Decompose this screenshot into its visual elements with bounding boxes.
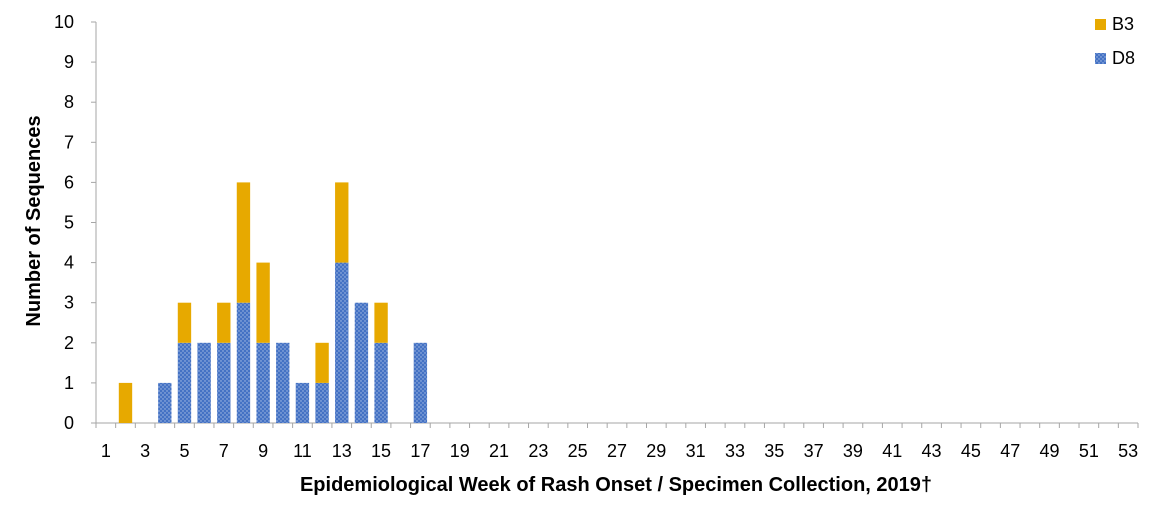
x-tick-label: 47: [1000, 441, 1020, 461]
x-tick-label: 43: [922, 441, 942, 461]
x-tick-label: 37: [804, 441, 824, 461]
bar-b3-week-5: [177, 302, 192, 343]
x-tick-label: 31: [686, 441, 706, 461]
x-axis-title: Epidemiological Week of Rash Onset / Spe…: [300, 474, 932, 496]
bar-d8-week-8: [236, 302, 251, 423]
bars: [118, 182, 428, 423]
y-tick-label: 9: [64, 52, 74, 72]
y-tick-label: 4: [64, 253, 74, 273]
bar-d8-week-15: [374, 342, 388, 423]
y-tick-label: 0: [64, 413, 74, 433]
x-tick-label: 33: [725, 441, 745, 461]
legend: B3 D8: [1095, 14, 1135, 68]
bar-b3-week-12: [315, 342, 329, 383]
x-tick-label: 49: [1040, 441, 1060, 461]
x-tick-label: 27: [607, 441, 627, 461]
y-tick-label: 10: [54, 12, 74, 32]
x-tick-label: 9: [258, 441, 268, 461]
x-tick-label: 25: [568, 441, 588, 461]
bar-d8-week-6: [197, 342, 211, 423]
x-tick-label: 39: [843, 441, 863, 461]
x-tick-label: 15: [371, 441, 391, 461]
x-tick-label: 45: [961, 441, 981, 461]
y-tick-label: 5: [64, 213, 74, 233]
x-tick-label: 23: [528, 441, 548, 461]
bar-d8-week-14: [354, 302, 369, 423]
bar-b3-week-8: [236, 182, 251, 303]
x-tick-label: 29: [646, 441, 666, 461]
x-tick-label: 13: [332, 441, 352, 461]
bar-b3-week-13: [335, 182, 349, 263]
x-tick-label: 21: [489, 441, 509, 461]
y-tick-label: 3: [64, 293, 74, 313]
bar-d8-week-10: [276, 342, 290, 423]
y-tick-label: 6: [64, 172, 74, 192]
bar-d8-week-11: [295, 382, 310, 423]
legend-label-d8: D8: [1112, 48, 1135, 68]
bar-d8-week-13: [335, 262, 349, 423]
x-tick-label: 1: [101, 441, 111, 461]
x-tick-label: 41: [882, 441, 902, 461]
x-tick-label: 5: [179, 441, 189, 461]
y-tick-label: 7: [64, 132, 74, 152]
bar-d8-week-4: [158, 382, 172, 423]
y-tick-label: 1: [64, 373, 74, 393]
bar-d8-week-5: [177, 342, 192, 423]
y-axis: 0 1 2 3 4 5 6 7 8 9 10: [54, 12, 97, 433]
bar-b3-week-15: [374, 302, 388, 343]
x-tick-label: 3: [140, 441, 150, 461]
bar-b3-week-7: [217, 302, 231, 343]
bar-d8-week-9: [256, 342, 270, 423]
x-axis: 1 3 5 7 9 11 13 15 17 19 21 23 25 27 29 31 33 35 37 39 41 43 4…: [95, 422, 1139, 461]
bar-d8-week-7: [217, 342, 231, 423]
x-tick-label: 35: [764, 441, 784, 461]
x-tick-label: 11: [293, 441, 312, 461]
bar-d8-week-17: [413, 342, 428, 423]
x-tick-label: 53: [1118, 441, 1138, 461]
y-axis-title: Number of Sequences: [23, 115, 45, 326]
x-tick-label: 19: [450, 441, 470, 461]
legend-label-b3: B3: [1112, 14, 1134, 34]
bar-b3-week-2: [118, 382, 133, 423]
x-tick-label: 51: [1079, 441, 1099, 461]
legend-swatch-d8: [1095, 53, 1106, 64]
legend-swatch-b3: [1095, 19, 1106, 30]
y-tick-label: 8: [64, 92, 74, 112]
y-tick-label: 2: [64, 333, 74, 353]
bar-b3-week-9: [256, 262, 270, 343]
bar-d8-week-12: [315, 382, 329, 423]
x-tick-label: 7: [219, 441, 229, 461]
x-tick-label: 17: [410, 441, 430, 461]
